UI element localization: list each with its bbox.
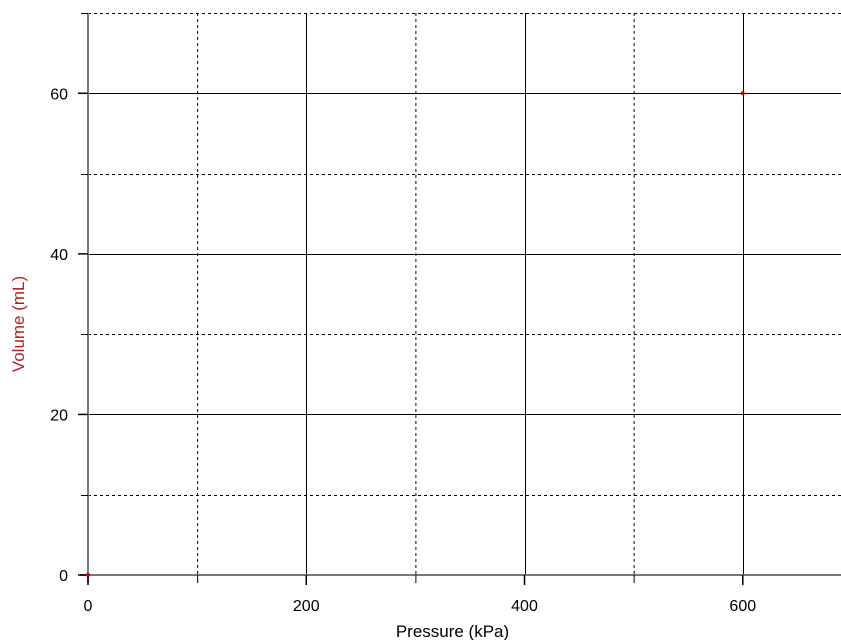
y-axis-label: Volume (mL)	[9, 276, 28, 372]
x-tick-label: 0	[84, 598, 93, 615]
x-tick-labels: 0 200 400 600	[84, 598, 757, 615]
y-tick-label: 40	[50, 247, 68, 264]
x-tick-label: 200	[293, 598, 320, 615]
x-tick-label: 400	[511, 598, 538, 615]
data-point	[740, 91, 745, 96]
axes	[80, 13, 841, 583]
y-tick-label: 0	[59, 568, 68, 585]
data-points	[86, 91, 745, 577]
minor-gridlines	[88, 13, 841, 575]
major-gridlines	[88, 13, 841, 575]
y-tick-labels: 0 20 40 60	[50, 86, 68, 585]
x-axis-label: Pressure (kPa)	[396, 622, 509, 640]
tick-marks	[78, 13, 744, 585]
y-tick-label: 20	[50, 407, 68, 424]
x-tick-label: 600	[729, 598, 756, 615]
data-point	[86, 573, 90, 577]
y-tick-label: 60	[50, 86, 68, 103]
